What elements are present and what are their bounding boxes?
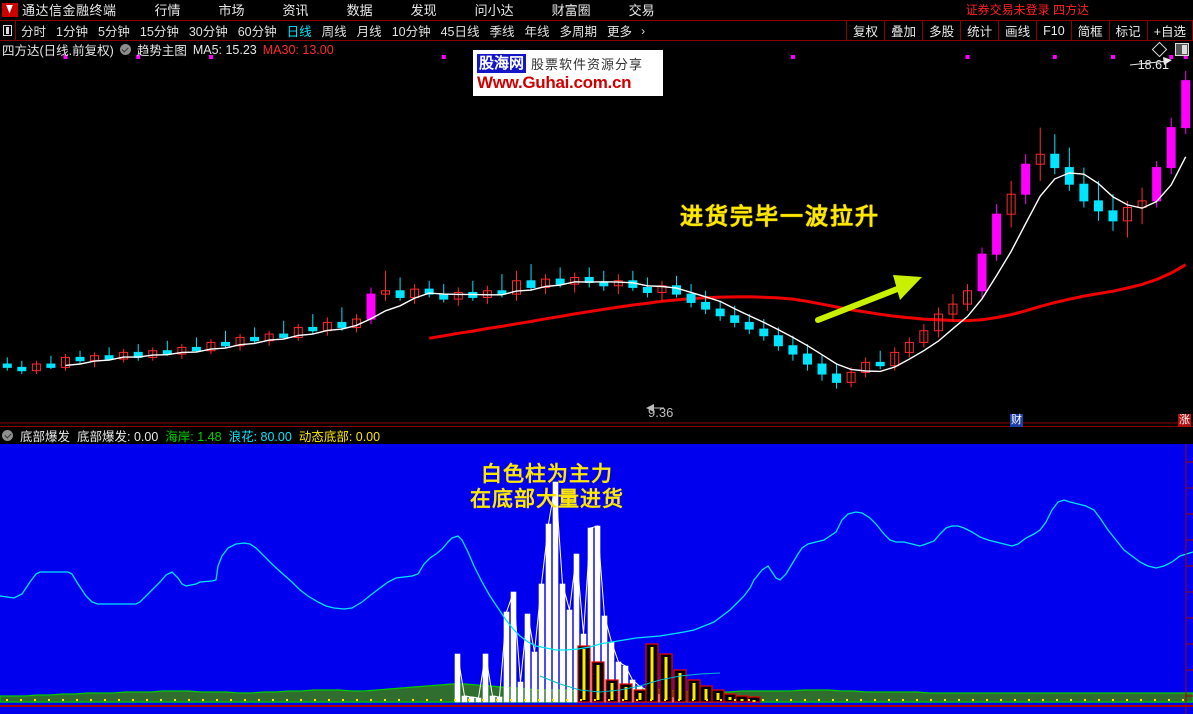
ma30-value: MA30: 13.00 (262, 42, 334, 57)
watermark-url: Www.Guhai.com.cn (477, 72, 632, 92)
ma5-value: MA5: 15.23 (192, 42, 257, 57)
button-f10[interactable]: F10 (1036, 21, 1071, 40)
app-menubar: 通达信金融终端 行情 市场 资讯 数据 发现 问小达 财富圈 交易 证券交易未登… (0, 0, 1193, 20)
button-fuquan[interactable]: 复权 (846, 21, 884, 40)
indicator-header: 底部爆发 底部爆发: 0.00 海岸: 1.48 浪花: 80.00 动态底部:… (0, 426, 1193, 444)
indicator-name[interactable]: 底部爆发 (20, 430, 71, 444)
period-fenshi[interactable]: 分时 (21, 25, 47, 39)
menu-item-data[interactable]: 数据 (346, 3, 373, 18)
period-more[interactable]: 更多 (607, 25, 633, 39)
period-45day[interactable]: 45日线 (440, 25, 480, 39)
period-daily[interactable]: 日线 (286, 25, 312, 39)
menu-item-market[interactable]: 市场 (218, 3, 245, 18)
menu-item-ask[interactable]: 问小达 (474, 3, 514, 18)
chevron-right-icon[interactable]: › (641, 23, 646, 38)
watermark-badge: 股海网 (477, 53, 527, 73)
split-panel-icon[interactable] (1175, 43, 1189, 56)
chart-symbol-label[interactable]: 四方达(日线.前复权) (2, 44, 114, 58)
indicator-haian-value: 海岸: 1.48 (165, 430, 222, 444)
period-10min[interactable]: 10分钟 (391, 25, 431, 39)
candlestick-svg (0, 55, 1193, 424)
menu-item-news[interactable]: 资讯 (282, 3, 309, 18)
panel-layout-icon[interactable] (0, 21, 16, 40)
period-5min[interactable]: 5分钟 (97, 25, 130, 39)
button-duogu[interactable]: 多股 (922, 21, 960, 40)
indicator-chart-annotation: 白色柱为主力 在底部大量进货 (470, 463, 624, 511)
button-diejia[interactable]: 叠加 (884, 21, 922, 40)
indicator-svg (0, 444, 1193, 714)
indicator-chart[interactable] (0, 444, 1193, 714)
indicator-langhua-value: 浪花: 80.00 (228, 430, 292, 444)
menu-item-discover[interactable]: 发现 (410, 3, 437, 18)
indicator-dongtai-value: 动态底部: 0.00 (298, 430, 381, 444)
period-60min[interactable]: 60分钟 (237, 25, 277, 39)
app-title: 通达信金融终端 (22, 3, 117, 18)
period-1min[interactable]: 1分钟 (56, 25, 88, 39)
chart-header: 四方达(日线.前复权) 趋势主图 MA5: 15.23 MA30: 13.00 (0, 41, 1193, 59)
button-add-watchlist[interactable]: +自选 (1146, 21, 1193, 40)
menu-item-trade[interactable]: 交易 (628, 3, 655, 18)
period-yearly[interactable]: 年线 (524, 25, 550, 39)
main-price-chart[interactable] (0, 41, 1193, 424)
period-monthly[interactable]: 月线 (356, 25, 382, 39)
menu-item-quotes[interactable]: 行情 (154, 3, 181, 18)
button-biaoji[interactable]: 标记 (1108, 21, 1147, 40)
badge-zhang[interactable]: 涨 (1178, 414, 1191, 427)
login-status[interactable]: 证券交易未登录 四方达 (965, 3, 1089, 17)
badge-cai[interactable]: 财 (1010, 414, 1023, 427)
watermark-logo: 股海网 股票软件资源分享 Www.Guhai.com.cn (473, 50, 663, 96)
indicator-main-value: 底部爆发: 0.00 (77, 430, 159, 444)
low-price-label: 9.36 (648, 405, 674, 420)
watermark-subtitle: 股票软件资源分享 (531, 57, 644, 73)
chevron-down-circle-icon[interactable] (119, 44, 131, 55)
period-multi[interactable]: 多周期 (559, 25, 598, 39)
last-price-label: 18.61 (1137, 58, 1169, 72)
button-jiankuang[interactable]: 简框 (1070, 21, 1109, 40)
chart-indicator-name[interactable]: 趋势主图 (136, 44, 187, 58)
app-logo-icon (2, 2, 18, 17)
period-toolbar: 分时 1分钟 5分钟 15分钟 30分钟 60分钟 日线 周线 月线 10分钟 … (0, 20, 1193, 41)
chevron-down-circle-icon[interactable] (2, 430, 13, 441)
period-15min[interactable]: 15分钟 (139, 25, 179, 39)
period-weekly[interactable]: 周线 (321, 25, 347, 39)
menu-item-wealth[interactable]: 财富圈 (551, 3, 591, 18)
main-chart-annotation: 进货完毕一波拉升 (680, 203, 880, 229)
period-30min[interactable]: 30分钟 (188, 25, 228, 39)
button-huaxian[interactable]: 画线 (998, 21, 1036, 40)
button-tongji[interactable]: 统计 (960, 21, 998, 40)
period-quarterly[interactable]: 季线 (489, 25, 515, 39)
